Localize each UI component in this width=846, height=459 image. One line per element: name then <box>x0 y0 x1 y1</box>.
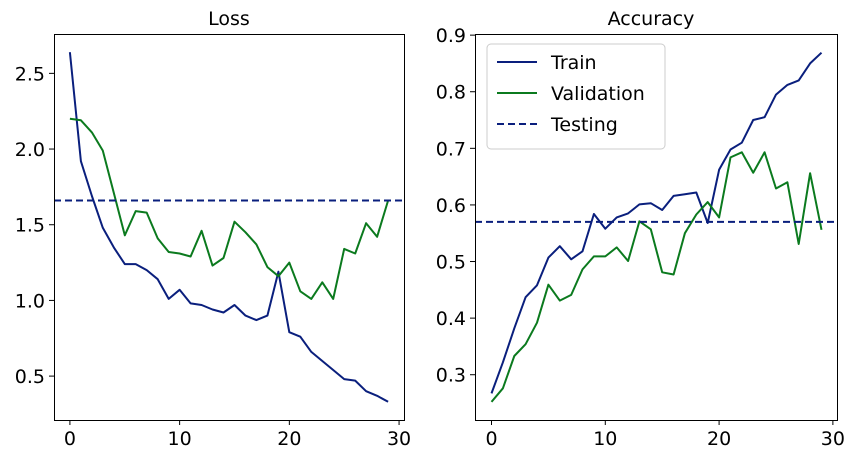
loss-y-tick-label: 0.5 <box>15 366 45 388</box>
legend-label-validation: Validation <box>551 83 645 105</box>
loss-title: Loss <box>208 8 250 30</box>
accuracy-x-tick-label: 10 <box>593 428 617 450</box>
accuracy-panel: Accuracy 0 10 20 30 0.3 0.4 0.5 0.6 0.7 0.8 0.9 Tr… <box>436 8 845 450</box>
accuracy-y-tick-label: 0.4 <box>436 308 466 330</box>
accuracy-x-tick-label: 20 <box>707 428 731 450</box>
legend-label-testing: Testing <box>550 114 618 136</box>
accuracy-plot-area <box>475 51 838 403</box>
legend-box <box>486 43 666 150</box>
loss-plot-area <box>54 52 404 403</box>
accuracy-y-tick-label: 0.8 <box>436 82 466 104</box>
accuracy-y-tick-label: 0.9 <box>436 25 466 47</box>
loss-y-tick-label: 1.5 <box>15 215 45 237</box>
accuracy-train-line <box>490 51 823 394</box>
accuracy-legend: Train Validation Testing <box>486 43 666 150</box>
accuracy-y-tick-label: 0.6 <box>436 195 466 217</box>
loss-series-1-line <box>69 117 390 300</box>
loss-x-tick-label: 30 <box>387 428 411 450</box>
accuracy-y-tick-label: 0.7 <box>436 138 466 160</box>
loss-series-0-line <box>68 52 389 403</box>
accuracy-x-tick-label: 0 <box>485 428 497 450</box>
loss-y-tick-label: 2.0 <box>15 139 45 161</box>
loss-x-tick-label: 10 <box>168 428 192 450</box>
accuracy-y-tick-label: 0.5 <box>436 252 466 274</box>
legend-label-train: Train <box>550 52 597 74</box>
loss-axes: 0 10 20 30 0.5 1.0 1.5 2.0 2.5 <box>15 63 411 450</box>
loss-axes-frame <box>54 34 405 421</box>
accuracy-axes-frame <box>475 34 838 421</box>
loss-x-tick-label: 20 <box>277 428 301 450</box>
loss-y-tick-label: 1.0 <box>15 290 45 312</box>
accuracy-validation-line <box>490 151 823 403</box>
loss-x-tick-label: 0 <box>64 428 76 450</box>
accuracy-title: Accuracy <box>608 8 695 30</box>
accuracy-x-tick-label: 30 <box>821 428 845 450</box>
loss-y-tick-label: 2.5 <box>15 63 45 85</box>
accuracy-axes: 0 10 20 30 0.3 0.4 0.5 0.6 0.7 0.8 0.9 <box>436 25 845 450</box>
accuracy-y-tick-label: 0.3 <box>436 365 466 387</box>
loss-panel: Loss 0 10 20 30 0.5 1.0 1.5 2.0 2.5 <box>15 8 411 450</box>
